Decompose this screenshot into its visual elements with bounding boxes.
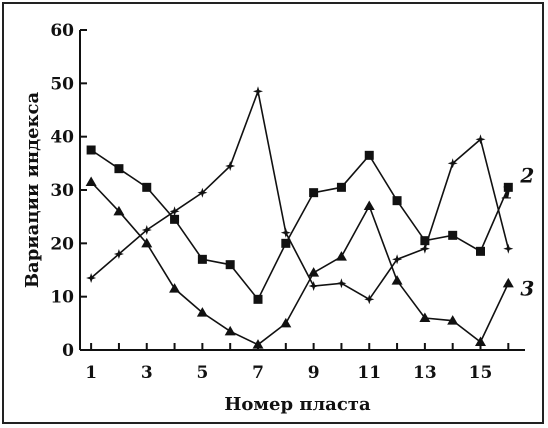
data-point-star — [86, 273, 97, 283]
x-axis-label: Номер пласта — [224, 394, 371, 415]
data-point-triangle — [224, 325, 236, 336]
y-tick-label: 30 — [50, 181, 74, 201]
data-point-star — [447, 158, 458, 169]
data-point-star — [197, 187, 208, 198]
x-tick-label: 5 — [196, 363, 208, 383]
data-point-square — [225, 260, 235, 270]
series-1 — [86, 86, 514, 305]
data-point-square — [114, 164, 124, 174]
y-axis-label: Вариации индекса — [22, 91, 43, 288]
data-point-triangle — [391, 275, 403, 285]
data-point-square — [476, 246, 485, 256]
x-tick-label: 9 — [308, 363, 320, 383]
y-tick-label: 60 — [50, 21, 74, 41]
data-point-star — [392, 254, 403, 265]
y-tick-label: 40 — [50, 128, 74, 148]
data-point-triangle — [335, 251, 347, 261]
series-3 — [85, 176, 514, 349]
series-2-line — [90, 149, 510, 301]
data-point-star — [308, 281, 319, 291]
data-point-triangle — [141, 237, 153, 248]
data-point-triangle — [196, 307, 208, 317]
x-tick-label: 7 — [252, 363, 264, 383]
data-point-triangle — [363, 200, 375, 210]
data-point-star — [169, 206, 180, 217]
data-point-square — [170, 214, 180, 224]
series-label-1: 1 — [500, 180, 514, 204]
x-tick-label: 13 — [413, 363, 437, 383]
data-point-star — [253, 86, 263, 97]
data-point-square — [420, 236, 430, 246]
series-label-2: 2 — [519, 163, 534, 187]
data-point-triangle — [475, 336, 486, 346]
series-1-line — [90, 88, 510, 301]
series-3-line — [90, 181, 510, 346]
data-point-triangle — [85, 176, 97, 186]
data-point-triangle — [502, 277, 514, 288]
data-point-square — [364, 150, 374, 160]
data-point-star — [280, 227, 291, 238]
data-point-triangle — [169, 283, 181, 293]
data-point-square — [309, 188, 319, 198]
data-point-square — [392, 196, 402, 206]
data-point-star — [419, 243, 430, 254]
data-point-star — [364, 294, 375, 305]
data-point-star — [225, 161, 236, 171]
data-point-square — [336, 182, 346, 192]
x-tick-label: 11 — [357, 363, 381, 383]
data-point-triangle — [419, 312, 431, 322]
data-point-star — [475, 134, 486, 145]
y-tick-label: 10 — [50, 288, 74, 308]
data-point-star — [141, 225, 152, 235]
data-point-triangle — [447, 315, 459, 325]
data-point-star — [336, 278, 347, 289]
data-point-square — [197, 254, 207, 264]
y-tick-label: 0 — [62, 341, 74, 361]
data-point-square — [281, 238, 291, 248]
series-group — [85, 86, 514, 349]
series-2 — [86, 145, 513, 304]
data-point-triangle — [280, 317, 292, 328]
data-point-triangle — [113, 205, 125, 216]
data-point-square — [253, 294, 263, 304]
x-tick-label: 15 — [469, 363, 493, 383]
data-point-square — [448, 230, 458, 240]
data-point-square — [503, 182, 513, 192]
chart-frame — [2, 2, 544, 424]
data-point-star — [113, 249, 124, 259]
x-tick-label: 3 — [141, 363, 153, 383]
x-tick-label: 1 — [85, 363, 97, 383]
series-label-3: 3 — [520, 276, 534, 300]
data-point-triangle — [308, 267, 320, 277]
y-tick-label: 20 — [50, 234, 74, 254]
data-point-square — [142, 182, 152, 192]
y-tick-label: 50 — [50, 74, 74, 94]
data-point-star — [503, 243, 514, 254]
data-point-square — [86, 145, 96, 155]
data-point-triangle — [252, 339, 264, 349]
